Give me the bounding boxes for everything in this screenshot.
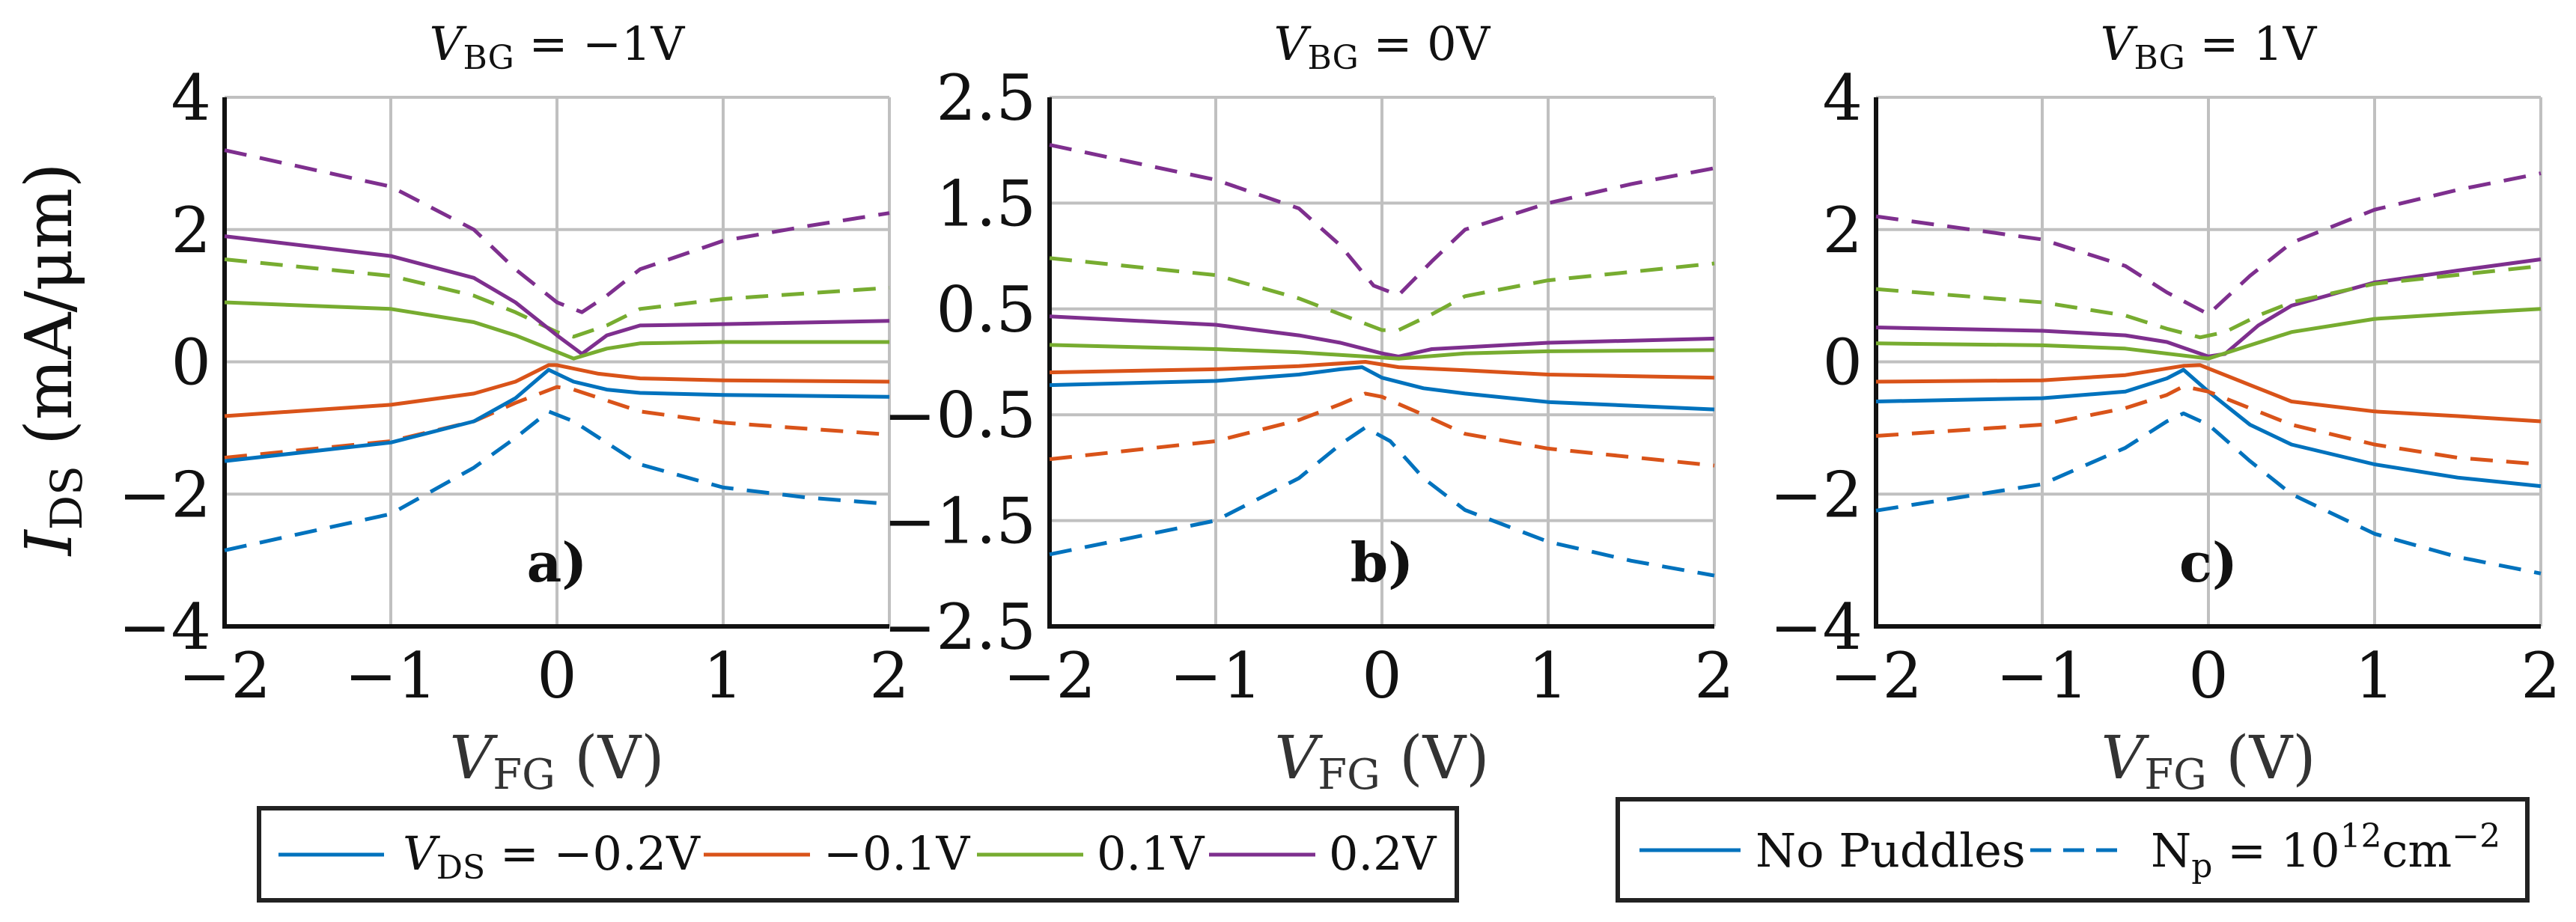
series-line-7	[224, 409, 890, 552]
x-tick-label: −2	[1830, 639, 1922, 712]
y-tick-label: 0	[1823, 326, 1863, 400]
x-tick-label: 0	[1362, 639, 1401, 712]
panel-title: VBG = −1V	[430, 16, 686, 77]
series-line-4	[1875, 363, 2542, 424]
series-line-3	[224, 300, 889, 361]
series-line-3	[1875, 307, 2542, 361]
y-tick-label: −2	[118, 458, 211, 531]
series-line-0	[1049, 143, 1715, 297]
panel-label: b)	[1351, 531, 1413, 594]
series-line-4	[224, 363, 890, 418]
x-tick-label: 2	[2521, 639, 2560, 712]
series-line-5	[1049, 365, 1715, 412]
y-tick-label: 2	[171, 194, 211, 267]
x-tick-label: 2	[869, 639, 909, 712]
panel-label: a)	[527, 531, 588, 594]
y-tick-label: −4	[118, 590, 211, 664]
legend-puddles: No Puddles Np = 1012cm−2	[1616, 797, 2530, 903]
y-tick-label: 0.5	[936, 273, 1036, 346]
y-tick-label: 2	[1823, 194, 1863, 267]
legend-label-neg0.2: VDS = −0.2V	[403, 826, 701, 887]
x-axis-label: VFG (V)	[450, 723, 665, 799]
y-tick-label: 1.5	[936, 167, 1036, 240]
series-line-2	[1875, 263, 2542, 340]
x-tick-label: 1	[2354, 639, 2394, 712]
axis-lines	[222, 97, 889, 629]
x-tick-label: −1	[1996, 639, 2089, 712]
panel-label: c)	[2179, 531, 2238, 594]
x-tick-label: 2	[1694, 639, 1734, 712]
series-line-7	[1875, 411, 2542, 576]
x-axis-label: VFG (V)	[1275, 723, 1490, 799]
x-tick-label: 1	[703, 639, 743, 712]
series-line-1	[224, 257, 890, 339]
series-line-3	[1049, 343, 1715, 361]
panel-title: VBG = 0V	[1274, 16, 1491, 77]
y-tick-label: −0.5	[883, 379, 1036, 452]
panel-b: −2 −1 0 1 2 −2.5 −1.5 −0.5 0.5 1.5 2.5 b) VBG = 0V VF…	[883, 16, 1735, 799]
x-tick-label: 0	[537, 639, 576, 712]
y-tick-label: −2.5	[883, 590, 1036, 664]
series-line-7	[1049, 425, 1715, 578]
series-line-6	[1049, 391, 1715, 468]
legend-label-0.2: 0.2V	[1329, 826, 1437, 881]
x-tick-label: −2	[1003, 639, 1096, 712]
x-axis-label: VFG (V)	[2101, 723, 2316, 799]
x-tick-label: 1	[1528, 639, 1568, 712]
axis-lines	[1047, 97, 1714, 629]
y-axis-label: IDS (mA/μm)	[12, 163, 92, 558]
legend-label-no-puddles: No Puddles	[1756, 823, 2026, 878]
axis-lines	[1874, 97, 2541, 629]
series-line-1	[1049, 256, 1715, 332]
x-tick-label: −1	[344, 639, 437, 712]
legend-vds: VDS = −0.2V −0.1V 0.1V 0.2V	[257, 806, 1459, 903]
y-tick-label: 4	[171, 61, 211, 135]
y-tick-label: −2	[1770, 458, 1863, 531]
y-tick-label: 2.5	[936, 61, 1036, 135]
y-tick-label: 0	[171, 326, 211, 400]
y-tick-label: 4	[1823, 61, 1863, 135]
x-tick-label: 0	[2188, 639, 2228, 712]
panel-title: VBG = 1V	[2101, 16, 2318, 77]
series-line-2	[1049, 314, 1715, 358]
series-line-6	[1875, 384, 2542, 466]
series-line-2	[224, 234, 890, 356]
legend-label-0.1: 0.1V	[1097, 826, 1205, 881]
series-line-0	[1875, 171, 2542, 317]
series-line-4	[1049, 360, 1715, 380]
y-tick-label: −4	[1770, 590, 1863, 664]
legend-label-puddles: Np = 1012cm−2	[2151, 817, 2500, 885]
x-tick-label: −2	[178, 639, 271, 712]
y-tick-label: −1.5	[883, 485, 1036, 558]
series-line-0	[224, 148, 890, 314]
legend-label-neg0.1: −0.1V	[823, 826, 971, 881]
x-tick-label: −1	[1169, 639, 1262, 712]
series-line-6	[224, 367, 890, 463]
